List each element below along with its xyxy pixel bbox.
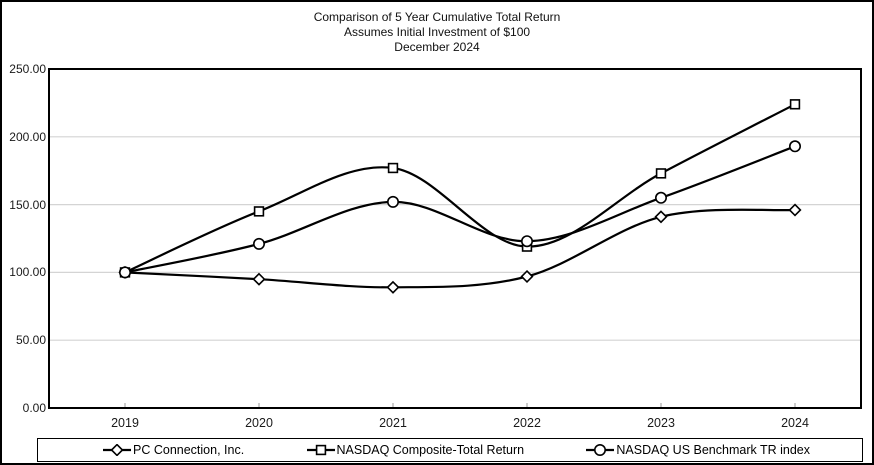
- title-line-main: Comparison of 5 Year Cumulative Total Re…: [313, 10, 561, 24]
- x-axis-tick-label: 2023: [647, 416, 675, 430]
- circle-marker-icon: [654, 191, 667, 204]
- diamond-marker-icon: [788, 203, 802, 217]
- x-axis-tick-label: 2020: [245, 416, 273, 430]
- diamond-marker-icon: [110, 444, 124, 456]
- legend-circle-icon: [586, 444, 615, 456]
- square-marker-icon: [655, 168, 667, 179]
- legend-label: PC Connection, Inc.: [133, 443, 245, 457]
- x-axis-tick-label: 2019: [111, 416, 139, 430]
- square-marker-icon: [253, 206, 265, 217]
- circle-marker-icon: [594, 444, 607, 456]
- y-axis-tick-label: 250.00: [9, 62, 46, 76]
- x-axis-tick-label: 2022: [513, 416, 541, 430]
- legend: PC Connection, Inc. NASDAQ Composite-Tota…: [37, 438, 863, 462]
- y-axis-tick-label: 200.00: [9, 130, 46, 144]
- square-marker-icon: [789, 99, 801, 110]
- circle-marker-icon: [386, 195, 399, 208]
- y-axis-tick-label: 50.00: [15, 333, 46, 347]
- diamond-marker-icon: [520, 269, 534, 284]
- legend-diamond-icon: [103, 444, 131, 456]
- title-line-subtitle: Assumes Initial Investment of $100: [343, 25, 531, 39]
- plot-frame: [48, 68, 862, 409]
- circle-marker-icon: [788, 140, 801, 153]
- legend-square-icon: [306, 444, 335, 456]
- circle-marker-icon: [520, 235, 533, 248]
- y-axis-tick-label: 0.00: [22, 401, 46, 415]
- legend-item: NASDAQ Composite-Total Return: [306, 443, 525, 457]
- legend-item: NASDAQ US Benchmark TR index: [585, 443, 810, 457]
- y-axis-tick-label: 100.00: [9, 265, 46, 279]
- diamond-marker-icon: [252, 272, 266, 286]
- legend-label: NASDAQ US Benchmark TR index: [616, 443, 810, 457]
- circle-marker-icon: [253, 237, 266, 250]
- y-axis-tick-label: 150.00: [9, 198, 46, 212]
- diamond-marker-icon: [654, 210, 668, 224]
- square-marker-icon: [387, 162, 399, 174]
- series-line-diamond: [124, 208, 796, 289]
- legend-item: PC Connection, Inc.: [102, 443, 244, 457]
- title-line-date: December 2024: [394, 40, 480, 54]
- chart-title: Comparison of 5 Year Cumulative Total Re…: [2, 10, 872, 55]
- series-line-circle: [124, 145, 796, 274]
- x-axis-tick-label: 2021: [379, 416, 407, 430]
- series-line-square: [124, 103, 796, 274]
- square-marker-icon: [315, 444, 326, 456]
- x-axis-tick-label: 2024: [781, 416, 809, 430]
- diamond-marker-icon: [386, 280, 400, 294]
- legend-label: NASDAQ Composite-Total Return: [336, 443, 525, 457]
- circle-marker-icon: [119, 266, 132, 279]
